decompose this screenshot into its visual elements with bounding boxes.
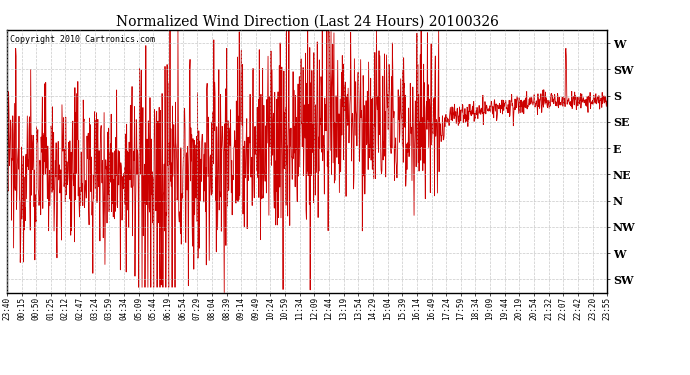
Title: Normalized Wind Direction (Last 24 Hours) 20100326: Normalized Wind Direction (Last 24 Hours… bbox=[116, 15, 498, 29]
Text: Copyright 2010 Cartronics.com: Copyright 2010 Cartronics.com bbox=[10, 35, 155, 44]
